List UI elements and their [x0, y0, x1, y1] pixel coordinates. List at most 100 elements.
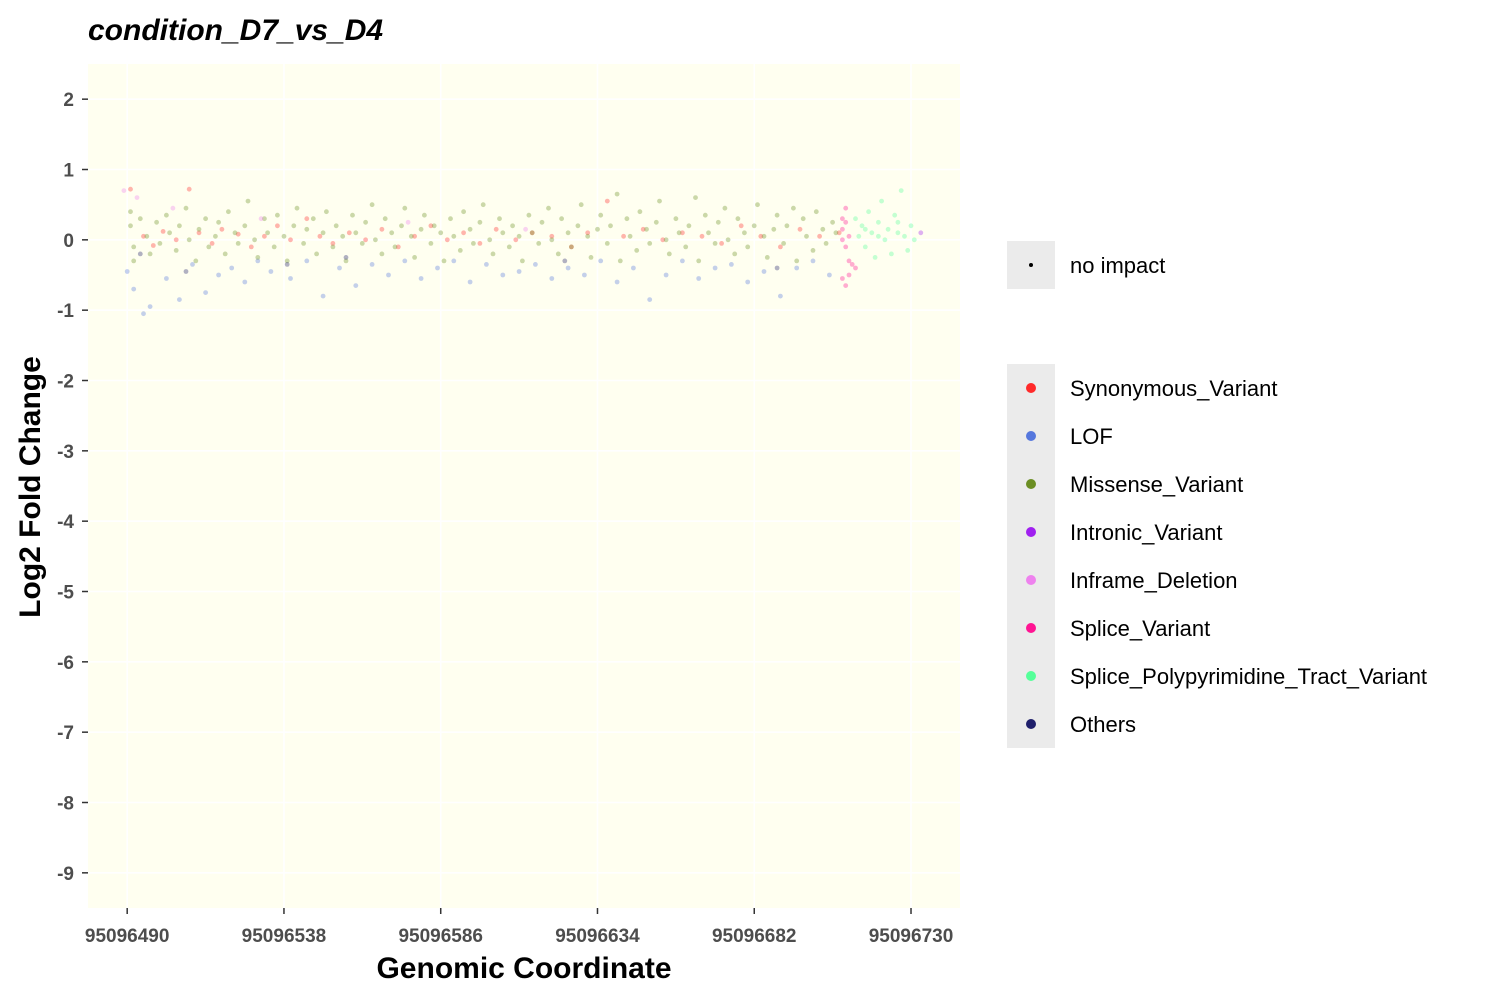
data-point: [343, 258, 349, 264]
data-point: [660, 237, 666, 243]
data-point: [614, 279, 620, 285]
data-point: [908, 223, 914, 229]
data-point: [634, 248, 640, 253]
data-point: [255, 255, 261, 260]
data-point: [529, 230, 535, 236]
data-point: [438, 230, 444, 236]
data-point: [150, 243, 156, 248]
legend-label: Synonymous_Variant: [1070, 376, 1278, 401]
data-point: [644, 226, 649, 232]
data-point: [562, 258, 568, 264]
data-point: [131, 286, 137, 292]
data-point: [751, 223, 757, 229]
data-point: [177, 297, 182, 302]
data-point: [856, 233, 862, 239]
series-splice-variant: [840, 205, 858, 288]
data-point: [490, 251, 496, 257]
data-point: [604, 241, 610, 246]
series-inframe-deletion: [121, 188, 528, 232]
data-point: [830, 219, 835, 225]
data-point: [157, 241, 163, 246]
data-point: [846, 272, 852, 278]
data-point: [624, 216, 630, 222]
data-point: [575, 223, 581, 229]
data-point: [533, 262, 538, 267]
data-point: [604, 198, 610, 204]
data-point: [778, 293, 783, 299]
data-point: [683, 244, 689, 250]
data-point: [262, 233, 267, 239]
series-synonymous-variant: [128, 186, 842, 250]
data-point: [595, 226, 600, 232]
data-point: [614, 191, 620, 197]
data-point: [467, 226, 473, 232]
data-point: [598, 258, 604, 264]
data-point: [840, 276, 845, 281]
data-point: [559, 216, 564, 222]
data-point: [784, 223, 790, 229]
data-point: [412, 255, 417, 260]
data-point: [764, 255, 770, 260]
data-point: [882, 237, 888, 243]
data-point: [774, 212, 780, 218]
data-point: [340, 233, 346, 239]
data-point: [866, 209, 871, 215]
data-point: [281, 233, 287, 239]
data-point: [222, 251, 228, 257]
data-point: [895, 219, 901, 225]
data-point: [696, 258, 702, 264]
data-point: [693, 195, 698, 201]
data-point: [676, 230, 682, 236]
data-point: [229, 265, 235, 271]
data-point: [386, 272, 391, 278]
data-point: [569, 244, 574, 250]
series-lof: [124, 258, 832, 317]
data-point: [520, 258, 525, 264]
data-point: [294, 205, 300, 211]
size-legend-dot: [1029, 263, 1033, 267]
legend: no impact Synonymous_Variant LOF Missense_V…: [1007, 241, 1427, 748]
data-point: [510, 223, 515, 229]
data-point: [379, 251, 385, 257]
data-point: [843, 244, 849, 250]
data-point: [588, 255, 594, 260]
data-point: [673, 216, 679, 222]
data-point: [173, 237, 179, 243]
data-point: [317, 233, 323, 239]
data-point: [846, 233, 852, 239]
data-point: [813, 209, 819, 215]
data-point: [402, 258, 408, 264]
data-point: [418, 276, 424, 281]
data-point: [343, 255, 349, 260]
y-tick-label: -6: [57, 653, 74, 674]
data-point: [712, 241, 718, 246]
data-point: [846, 258, 852, 264]
y-tick-label: 1: [63, 161, 74, 182]
data-point: [827, 272, 832, 278]
data-point: [144, 233, 150, 239]
data-point: [301, 241, 306, 246]
series-splice-polypyrimidine-tract-variant: [853, 188, 917, 260]
data-point: [797, 226, 803, 232]
data-point: [631, 265, 636, 271]
data-point: [477, 241, 483, 246]
data-point: [422, 212, 427, 218]
data-point: [288, 276, 293, 281]
y-tick-label: -9: [57, 864, 74, 885]
data-point: [911, 237, 917, 243]
data-point: [216, 219, 222, 225]
legend-label: Splice_Polypyrimidine_Tract_Variant: [1070, 664, 1427, 689]
color-legend-key-bg: [1007, 364, 1055, 748]
data-point: [569, 244, 574, 250]
data-point: [186, 237, 192, 243]
data-point: [872, 255, 878, 260]
data-point: [235, 231, 241, 237]
data-point: [859, 223, 865, 229]
data-point: [242, 279, 248, 285]
color-legend: Synonymous_Variant LOF Missense_Variant Int…: [1007, 364, 1427, 748]
data-point: [833, 230, 839, 236]
data-point: [526, 212, 532, 218]
size-legend: no impact: [1007, 241, 1165, 289]
data-point: [549, 237, 555, 243]
data-point: [755, 202, 760, 208]
